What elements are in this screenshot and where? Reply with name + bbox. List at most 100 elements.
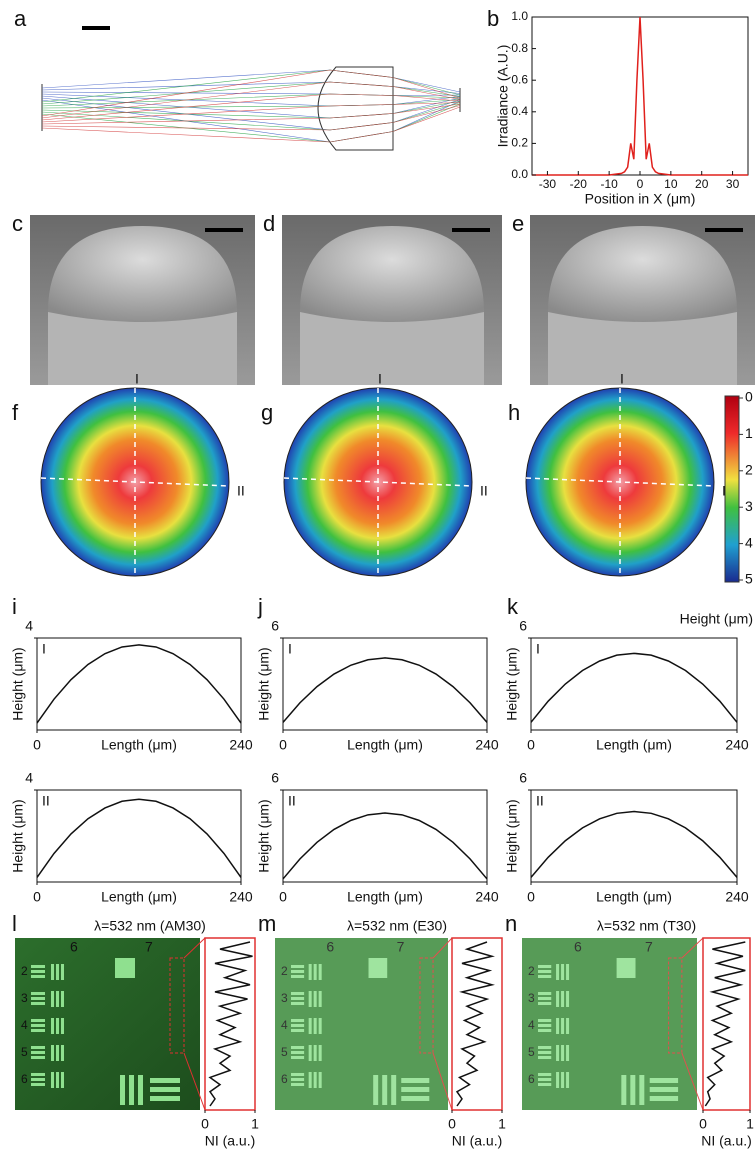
colorbar-tick-label: 5 (745, 571, 753, 587)
annotation: II (536, 793, 544, 809)
row-label: 5 (21, 1045, 28, 1059)
x-tick-label: 0 (33, 737, 41, 753)
bar-element (31, 997, 45, 1000)
bar-element (314, 1018, 317, 1034)
annotation: I (42, 641, 46, 657)
bar-element (538, 1046, 551, 1049)
data-line (283, 813, 487, 879)
row-label: 5 (281, 1045, 288, 1059)
bar-element (309, 1045, 312, 1061)
x-tick-label: 240 (725, 737, 749, 753)
bar-element (391, 1075, 396, 1105)
bar-element (138, 1075, 143, 1105)
bar-element (561, 1045, 564, 1061)
panel-label: f (12, 400, 19, 425)
bar-element (314, 964, 317, 980)
colorbar-tick-label: 3 (745, 498, 753, 514)
bar-element (31, 1056, 45, 1059)
bar-element (291, 992, 304, 995)
plot-frame (531, 790, 737, 882)
bar-element (31, 1051, 45, 1054)
x-tick-label: 0 (637, 177, 644, 191)
bar-element (556, 1018, 559, 1034)
y-axis-label: Height (μm) (256, 647, 272, 720)
bar-element (31, 975, 45, 978)
row-label: 4 (21, 1018, 28, 1032)
bar-element (51, 964, 54, 980)
y-tick-label: 0.8 (511, 41, 528, 55)
row-label: 6 (528, 1072, 535, 1086)
map-axis-label: I (620, 371, 624, 387)
chart-title: λ=532 nm (T30) (597, 918, 696, 934)
bar-element (291, 1083, 304, 1086)
bar-element (538, 1073, 551, 1076)
bar-element (291, 1019, 304, 1022)
bar-element (291, 1024, 304, 1027)
x-tick-label: -20 (570, 177, 588, 191)
bar-element (630, 1075, 635, 1105)
panel-label: m (258, 911, 276, 936)
y-tick-label: 6 (271, 770, 279, 786)
bar-element (566, 1072, 569, 1088)
plot-frame (531, 638, 737, 730)
bar-element (309, 964, 312, 980)
y-axis-label: Height (μm) (504, 647, 520, 720)
target-image: 6723456 (15, 938, 205, 1110)
x-tick-label: -30 (539, 177, 557, 191)
bar-element (650, 1096, 678, 1101)
bar-element (566, 991, 569, 1007)
bar-element (291, 997, 304, 1000)
annotation: II (42, 793, 50, 809)
y-tick-label: 0.4 (511, 104, 528, 118)
square (617, 958, 636, 978)
target-images: 672345667234566723456 (15, 938, 703, 1110)
bar-element (291, 1046, 304, 1049)
panel-label: d (263, 211, 275, 236)
panel-label: l (12, 911, 17, 936)
row-label: 5 (528, 1045, 535, 1059)
plot-frame (205, 938, 255, 1110)
colorbar-label: Height (μm) (680, 611, 753, 627)
bar-element (401, 1096, 429, 1101)
bar-element (566, 1045, 569, 1061)
chart-title: λ=532 nm (E30) (347, 918, 447, 934)
y-tick-label: 0.2 (511, 136, 528, 150)
group-label: 6 (70, 939, 78, 955)
colorbar-tick-label: 0 (745, 389, 753, 405)
bar-element (556, 964, 559, 980)
x-tick-label: 240 (475, 889, 499, 905)
bar-element (31, 1078, 45, 1081)
lens-diagram (42, 28, 460, 150)
panel-label: a (14, 6, 27, 31)
bar-element (566, 964, 569, 980)
group-label: 7 (645, 939, 653, 955)
bar-element (309, 1018, 312, 1034)
bar-element (556, 1072, 559, 1088)
row-label: 3 (528, 991, 535, 1005)
group-label: 7 (145, 939, 153, 955)
bar-element (31, 992, 45, 995)
group-label: 6 (574, 939, 582, 955)
x-tick-label: 240 (725, 889, 749, 905)
x-axis-label: Length (μm) (101, 889, 177, 905)
x-axis-label: Length (μm) (347, 889, 423, 905)
bar-element (382, 1075, 387, 1105)
bar-element (291, 1056, 304, 1059)
annotation: I (536, 641, 540, 657)
x-tick-label: 240 (475, 737, 499, 753)
x-tick-label: 0 (527, 889, 535, 905)
data-line (210, 942, 253, 1106)
bar-element (401, 1078, 429, 1083)
panel-label: h (508, 400, 520, 425)
row-label: 3 (281, 991, 288, 1005)
bar-element (150, 1096, 180, 1101)
chart-title: λ=532 nm (AM30) (94, 918, 206, 934)
x-tick-label: 0 (279, 737, 287, 753)
plot-frame (283, 790, 487, 882)
bar-element (56, 991, 59, 1007)
x-tick-label: 20 (695, 177, 709, 191)
row-label: 4 (281, 1018, 288, 1032)
x-tick-label: 240 (229, 737, 253, 753)
bar-element (291, 1051, 304, 1054)
